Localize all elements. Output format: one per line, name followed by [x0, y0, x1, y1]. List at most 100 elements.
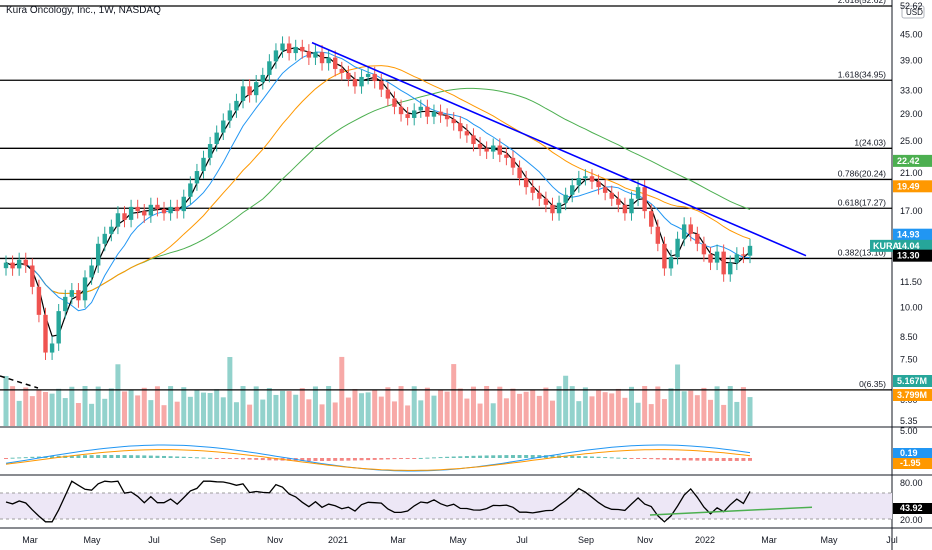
fib-label: 0.786(20.24) — [838, 168, 886, 178]
volume-bar — [220, 397, 226, 426]
volume-bar — [536, 395, 542, 426]
time-label: Mar — [22, 535, 38, 545]
candle-body — [234, 100, 239, 111]
macd-histogram-bar — [76, 455, 81, 458]
macd-histogram-bar — [267, 458, 272, 461]
volume-bar — [530, 390, 536, 426]
macd-histogram-bar — [682, 458, 687, 461]
candle-body — [576, 178, 582, 186]
time-label: Jul — [516, 535, 528, 545]
volume-bar — [352, 389, 358, 426]
volume-bar — [168, 386, 174, 426]
candle-body — [385, 89, 391, 99]
macd-axis: 5.00 0.19-1.95 — [893, 426, 932, 469]
macd-histogram-bar — [10, 457, 15, 459]
macd-histogram-bar — [214, 458, 219, 459]
volume-bar — [569, 386, 575, 426]
candle-body — [642, 187, 647, 212]
candle-body — [510, 157, 516, 168]
macd-histogram-bar — [675, 458, 680, 461]
candle-body — [701, 243, 707, 255]
macd-badge — [893, 458, 932, 469]
candle-body — [221, 120, 226, 133]
price-badge-value: 13.30 — [897, 251, 920, 261]
time-label: Nov — [267, 535, 284, 545]
time-axis[interactable]: Mar May Jul Sep Nov 2021 Mar May Jul Sep Nov 2022 Ma… — [22, 535, 898, 545]
currency-box[interactable] — [901, 5, 925, 19]
macd-histogram-bar — [576, 456, 581, 458]
candle-body — [194, 171, 200, 184]
candle-body — [379, 81, 384, 90]
macd-histogram-bar — [379, 458, 384, 460]
macd-histogram-bar — [188, 456, 193, 458]
volume-bar — [391, 401, 397, 426]
volume-bar — [701, 387, 707, 426]
candle-body — [365, 73, 371, 77]
macd-histogram-bar — [524, 455, 529, 458]
volume-bar — [299, 388, 305, 426]
price-tick-label: 8.50 — [900, 332, 918, 342]
candle-body — [681, 224, 687, 239]
macd-histogram-bar — [688, 458, 693, 461]
time-label: Jul — [886, 535, 898, 545]
macd-histogram-bar — [254, 458, 259, 460]
macd-histogram-bar — [609, 457, 614, 459]
volume-bar — [510, 388, 516, 426]
macd-histogram-bar — [537, 455, 542, 458]
macd-histogram-bar — [333, 458, 338, 461]
candle-body — [497, 145, 503, 155]
candle-body — [30, 265, 35, 287]
volume-bars — [3, 356, 753, 426]
volume-bar — [128, 390, 134, 426]
trendline[interactable] — [0, 41, 807, 389]
candle-body — [253, 82, 259, 96]
old-trendline-segment — [0, 375, 39, 389]
volume-bar — [642, 386, 648, 426]
macd-histogram-bar — [339, 458, 344, 461]
price-tick-label: 39.00 — [900, 55, 923, 65]
price-axis[interactable]: 52.62 45.00 39.00 33.00 29.00 25.00 21.00 17.00… — [900, 1, 923, 426]
price-tick-label: 10.00 — [900, 302, 923, 312]
macd-histogram-bar — [273, 458, 278, 461]
volume-bar — [161, 405, 167, 426]
macd-histogram-bar — [320, 458, 325, 461]
macd-histogram-bar — [17, 457, 22, 459]
macd-histogram-bar — [372, 458, 377, 460]
macd-histogram-bar — [142, 455, 147, 458]
volume-bar — [576, 401, 582, 426]
volume-bar — [582, 387, 588, 426]
candle-body — [523, 178, 529, 188]
volume-bar — [359, 393, 365, 426]
volume-bar — [714, 386, 720, 426]
fib-label: 0(6.35) — [859, 379, 886, 389]
macd-signal-line — [5, 449, 751, 471]
volume-bar — [431, 395, 437, 426]
macd-histogram-bar — [418, 457, 423, 459]
volume-bar — [339, 356, 345, 426]
candle-body — [425, 106, 430, 117]
macd-histogram-bar — [83, 455, 88, 458]
currency-label[interactable]: USD — [906, 8, 923, 17]
macd-histogram-bar — [734, 458, 739, 461]
macd-histogram-bar — [346, 458, 351, 461]
volume-bar — [424, 387, 430, 426]
time-label: 2022 — [695, 535, 715, 545]
macd-histogram-bar — [115, 455, 120, 458]
candle-body — [76, 290, 81, 301]
price-tick-label: 21.00 — [900, 168, 923, 178]
volume-bar — [95, 386, 101, 426]
candle-body — [431, 111, 437, 117]
macd-histogram-bar — [122, 455, 127, 458]
candle-body — [714, 251, 720, 263]
macd-histogram-bar — [234, 458, 239, 460]
rsi-tick-label: 20.00 — [900, 515, 923, 525]
candle-body — [95, 243, 101, 266]
price-badge-value: 14.93 — [897, 230, 920, 240]
macd-histogram-bar — [221, 458, 226, 459]
candle-body — [418, 106, 423, 111]
volume-bar — [312, 386, 318, 426]
candle-body — [477, 144, 483, 149]
price-badge-value: 22.42 — [897, 156, 920, 166]
candle-body — [352, 78, 358, 87]
candle-body — [504, 154, 509, 158]
